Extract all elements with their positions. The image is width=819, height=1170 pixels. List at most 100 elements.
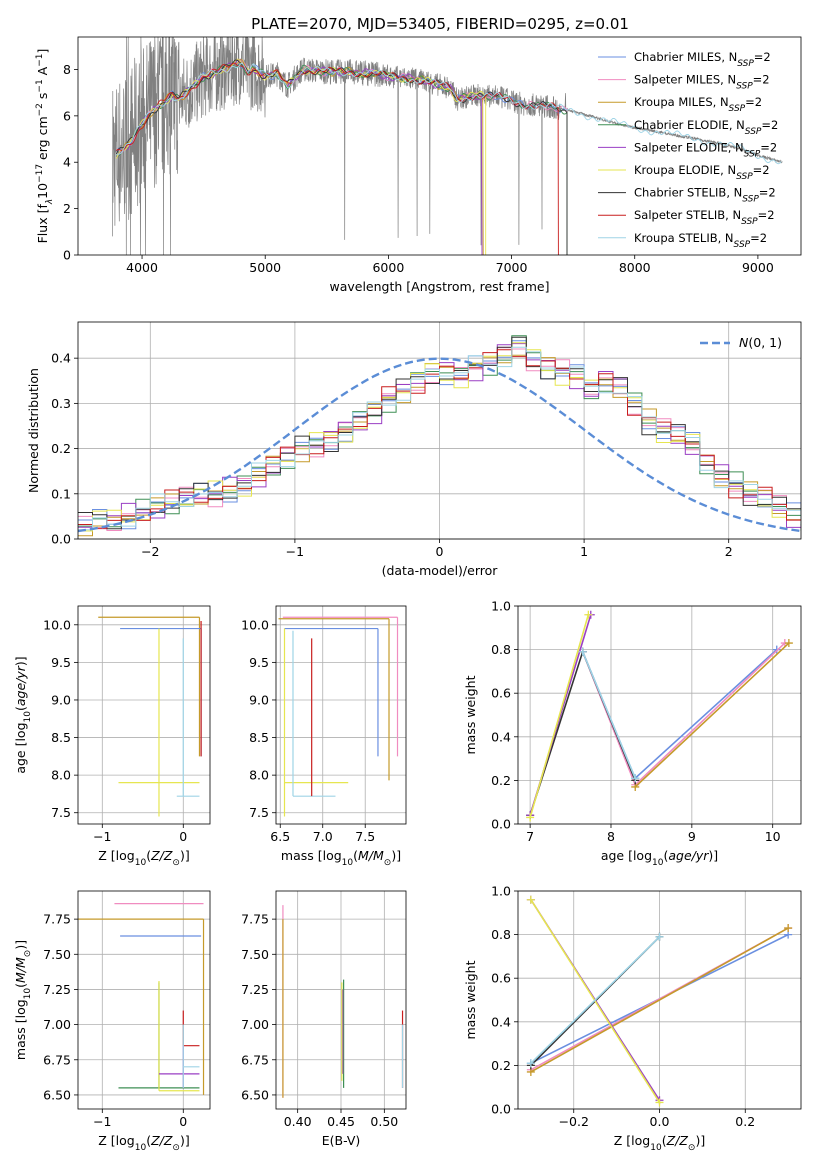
plot-area <box>278 616 399 817</box>
x-tick-label: 8000 <box>619 260 651 275</box>
y-tick-label: 1.0 <box>491 599 511 614</box>
y-tick-label: 8.0 <box>51 768 71 783</box>
weight-series-kroupa-elodie <box>526 610 593 822</box>
x-tick-label: 0.50 <box>370 1114 398 1129</box>
x-tick-label: 8 <box>607 829 615 844</box>
x-tick-label: 7.5 <box>355 829 375 844</box>
x-axis-label: Z [log10(Z/Z⊙)] <box>614 1133 705 1153</box>
weight-series-kroupa-miles <box>631 639 793 791</box>
y-tick-label: 0.8 <box>491 927 511 942</box>
errorbar-kroupa-stelib <box>176 638 200 797</box>
x-tick-label: −1 <box>93 1114 111 1129</box>
weight-line <box>529 614 590 818</box>
x-tick-label: 7 <box>526 829 534 844</box>
y-tick-label: 6.50 <box>241 1087 269 1102</box>
y-tick-label: 7.25 <box>43 982 71 997</box>
weight-line <box>581 649 778 780</box>
weight-series-salpeter-miles <box>578 639 789 789</box>
model-line-chabrier-stelib <box>115 59 568 255</box>
y-tick-label: 0.4 <box>491 1014 511 1029</box>
x-tick-label: 1 <box>580 544 588 559</box>
spectrum-axes: 4000 5000 6000 7000 8000 9000 0 2 4 6 8 wavelength … <box>35 36 802 294</box>
axes-frame <box>517 890 802 1110</box>
legend-label: Chabrier ELODIE, NSSP=2 <box>634 118 778 137</box>
y-tick-label: 9.0 <box>51 692 71 707</box>
weight-line <box>530 927 789 1073</box>
axes-frame <box>77 605 211 825</box>
x-tick-label: 2 <box>725 544 733 559</box>
model-line-kroupa-stelib <box>116 63 782 165</box>
weight-marker <box>784 639 793 648</box>
x-axis-label: mass [log10(M/M⊙)] <box>281 848 401 868</box>
normal-reference-curve <box>78 357 801 533</box>
y-tick-label: 7.75 <box>43 912 71 927</box>
legend-label: Salpeter STELIB, NSSP=2 <box>634 208 775 227</box>
y-tick-label: 8 <box>63 62 71 77</box>
y-tick-label: 6.75 <box>241 1052 269 1067</box>
histogram-salpeter-elodie <box>78 343 801 529</box>
y-tick-label: 0.2 <box>491 773 511 788</box>
y-tick-label: 7.00 <box>43 1017 71 1032</box>
weight-line <box>530 936 661 1064</box>
y-tick-label: 8.5 <box>249 730 269 745</box>
y-tick-label: 0 <box>63 248 71 263</box>
y-tick-label: 10.0 <box>241 617 269 632</box>
legend: N(0, 1) <box>700 335 782 350</box>
plot-area <box>98 616 202 817</box>
legend-label: Salpeter ELODIE, NSSP=2 <box>634 140 777 159</box>
x-axis-label: wavelength [Angstrom, rest frame] <box>329 279 549 294</box>
axes-frame <box>275 605 407 825</box>
errorbar-kroupa-elodie <box>118 628 200 817</box>
weight-marker <box>631 774 640 783</box>
legend: Chabrier MILES, NSSP=2 Salpeter MILES, NS… <box>598 50 778 250</box>
y-tick-label: 0.6 <box>491 971 511 986</box>
plot-area <box>78 335 801 537</box>
errorbar-kroupa-miles <box>98 616 201 757</box>
x-tick-label: 0 <box>436 544 444 559</box>
x-tick-label: −2 <box>141 544 159 559</box>
weight-series-salpeter-elodie <box>526 610 595 820</box>
y-tick-label: 7.00 <box>241 1017 269 1032</box>
weight-marker <box>584 610 593 619</box>
weight-marker <box>578 647 587 656</box>
y-tick-label: 0.0 <box>491 817 511 832</box>
errorbar-chabrier-miles <box>284 627 379 757</box>
x-tick-label: 7000 <box>496 260 528 275</box>
axes-frame <box>275 890 407 1110</box>
y-tick-label: 0.0 <box>51 532 71 547</box>
x-axis-label: E(B-V) <box>322 1133 361 1148</box>
legend-label: Chabrier STELIB, NSSP=2 <box>634 186 776 205</box>
weight-line <box>529 649 636 816</box>
y-tick-label: 0.2 <box>491 1058 511 1073</box>
errorbar-kroupa-miles <box>78 918 205 1095</box>
errorbar-salpeter-miles <box>282 616 399 757</box>
x-tick-label: 0.0 <box>650 1114 670 1129</box>
y-axis-label: Normed distribution <box>26 368 41 493</box>
legend-label: Kroupa ELODIE, NSSP=2 <box>634 163 770 182</box>
y-tick-label: 2 <box>63 201 71 216</box>
x-axis-label: Z [log10(Z/Z⊙)] <box>98 1133 189 1153</box>
axes-frame <box>77 321 802 540</box>
y-tick-label: 7.50 <box>43 947 71 962</box>
x-axis-label: age [log10(age/yr)] <box>601 848 718 868</box>
errorbar-kroupa-miles <box>278 618 390 781</box>
weight-marker <box>772 645 781 654</box>
plot-area <box>78 903 205 1095</box>
y-axis-label: mass weight <box>463 960 478 1039</box>
y-tick-label: 4 <box>63 155 71 170</box>
plot-area <box>282 905 404 1098</box>
x-tick-label: −0.2 <box>559 1114 589 1129</box>
errorbar-salpeter-stelib <box>182 1010 200 1047</box>
x-tick-label: 6000 <box>372 260 404 275</box>
histogram-chabrier-miles <box>78 340 801 530</box>
y-tick-label: 7.5 <box>249 805 269 820</box>
x-tick-label: 7.0 <box>313 829 333 844</box>
x-tick-label: −1 <box>93 829 111 844</box>
histogram-kroupa-elodie <box>78 342 801 532</box>
weight-marker <box>655 932 664 941</box>
y-axis-label: mass [log10(M/M⊙)] <box>13 940 33 1060</box>
y-tick-label: 1.0 <box>491 884 511 899</box>
legend-label: Salpeter MILES, NSSP=2 <box>634 73 770 92</box>
